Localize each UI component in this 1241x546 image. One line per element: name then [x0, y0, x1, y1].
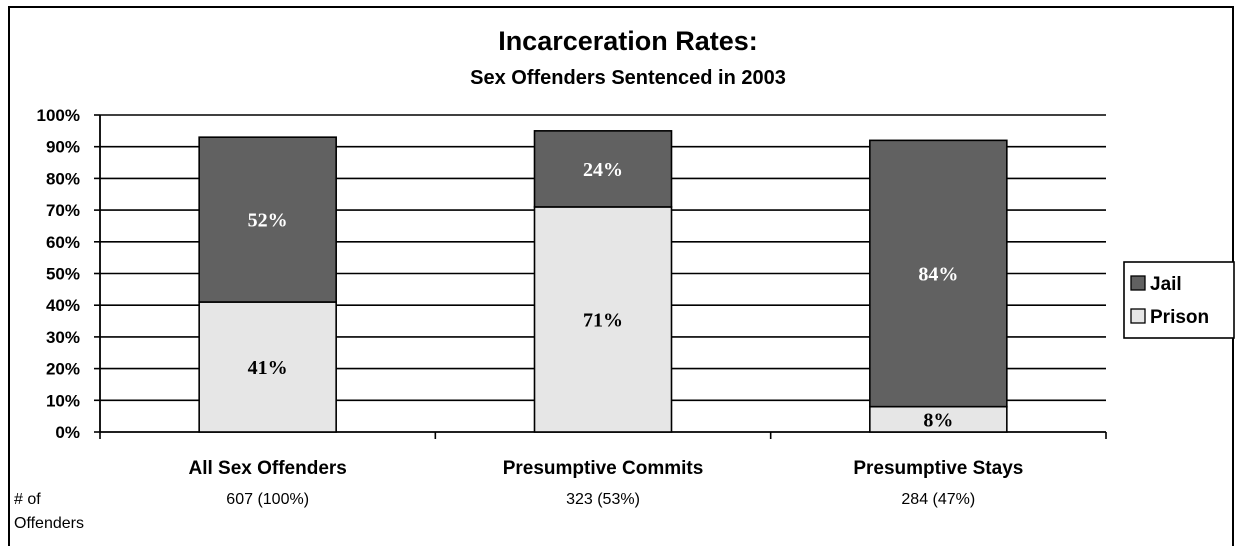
legend-label-prison: Prison — [1150, 307, 1209, 328]
data-label-jail: 24% — [583, 159, 623, 181]
y-tick-label: 0% — [55, 423, 80, 442]
chart-title: Incarceration Rates: — [498, 26, 758, 56]
offender-count: 607 (100%) — [226, 491, 309, 508]
offenders-row-label: Offenders — [14, 515, 84, 532]
y-tick-label: 20% — [46, 360, 80, 379]
category-label: All Sex Offenders — [188, 458, 346, 479]
bar-prison — [533, 206, 673, 433]
data-label-jail: 84% — [918, 264, 958, 286]
offender-count-row: # of Offenders 607 (100%) 323 (53%) 284 (47%… — [14, 491, 975, 532]
legend-swatch-prison — [1130, 308, 1146, 324]
y-tick-label: 80% — [46, 169, 80, 188]
bar-jail — [198, 136, 337, 303]
y-tick-label: 40% — [46, 296, 80, 315]
legend: Jail Prison — [1123, 261, 1235, 339]
offenders-row-label: # of — [14, 491, 41, 508]
y-tick-label: 50% — [46, 265, 80, 284]
data-label-prison: 8% — [923, 409, 953, 431]
category-label: Presumptive Commits — [503, 458, 704, 479]
bar-jail — [533, 130, 673, 208]
plot-area: 0% 10% 20% 30% 40% 50% 60% 70% 80% 90% 100% 41% 52% A… — [37, 106, 1107, 479]
legend-swatch-jail — [1130, 275, 1146, 291]
y-tick-label: 30% — [46, 328, 80, 347]
chart-subtitle: Sex Offenders Sentenced in 2003 — [470, 67, 786, 89]
y-tick-label: 60% — [46, 233, 80, 252]
legend-label-jail: Jail — [1150, 274, 1182, 295]
bar-jail — [869, 139, 1008, 408]
offender-count: 323 (53%) — [566, 491, 640, 508]
bar-prison — [869, 405, 1008, 433]
category-label: Presumptive Stays — [853, 458, 1023, 479]
legend-box — [1123, 261, 1235, 339]
bar-prison — [198, 301, 337, 433]
offender-count: 284 (47%) — [901, 491, 975, 508]
data-label-jail: 52% — [248, 210, 288, 232]
y-tick-label: 70% — [46, 201, 80, 220]
data-label-prison: 71% — [583, 309, 623, 331]
y-tick-label: 10% — [46, 391, 80, 410]
y-tick-label: 100% — [37, 106, 80, 125]
y-tick-label: 90% — [46, 138, 80, 157]
data-label-prison: 41% — [248, 357, 288, 379]
